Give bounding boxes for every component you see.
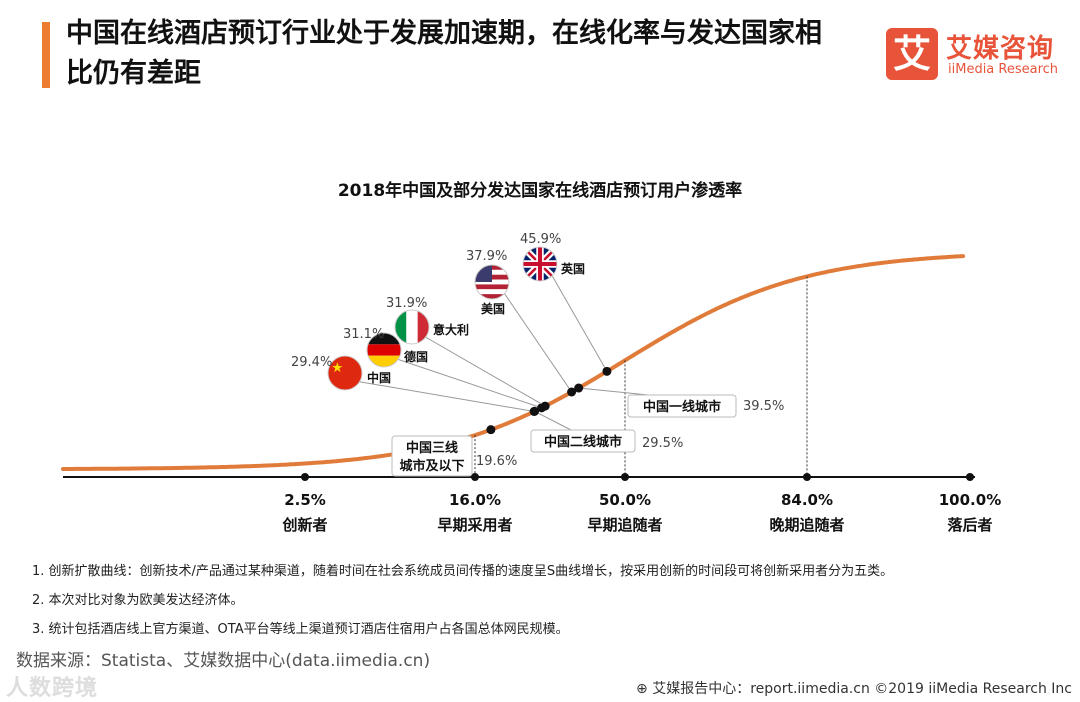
city-label-box (530, 429, 636, 453)
city-name-label: 中国一线城市 (643, 399, 721, 415)
country-name-label: 英国 (561, 261, 585, 276)
country-name-label: 意大利 (433, 322, 469, 337)
watermark-text: 人数跨境 (6, 676, 99, 701)
country-data-point (602, 366, 612, 376)
stage-tick-dot (966, 473, 974, 481)
stage-name-label: 创新者 (281, 516, 327, 534)
footnote-1: 1. 创新扩散曲线：创新技术/产品通过某种渠道，随着时间在社会系统成员间传播的速… (32, 564, 894, 579)
city-leader-line (534, 410, 572, 431)
country-value-label: 29.4% (291, 355, 332, 370)
stage-value-label: 16.0% (449, 491, 501, 509)
iimedia-logo: 艾 艾媒咨询 iiMedia Research (886, 28, 1076, 82)
city-leader-line (578, 387, 649, 396)
diffusion-s-curve (61, 254, 965, 471)
china-flag-icon: ★ (327, 355, 363, 391)
stage-name-label: 早期采用者 (437, 516, 512, 534)
svg-text:★: ★ (331, 360, 343, 376)
logo-en-text: iiMedia Research (948, 62, 1059, 77)
country-leader-line (393, 357, 542, 409)
city-data-point (574, 383, 584, 393)
uk-flag-icon (522, 246, 558, 282)
page-title: 中国在线酒店预订行业处于发展加速期，在线化率与发达国家相比仍有差距 (66, 18, 822, 89)
stage-tick-dot (803, 473, 811, 481)
stage-tick-dot (621, 473, 629, 481)
country-value-label: 37.9% (466, 249, 507, 264)
country-name-label: 中国 (367, 370, 391, 385)
chart-title: 2018年中国及部分发达国家在线酒店预订用户渗透率 (337, 181, 743, 201)
country-leader-line (354, 380, 535, 412)
city-label-box (391, 435, 473, 477)
country-value-label: 45.9% (520, 232, 561, 247)
stage-name-label: 落后者 (947, 516, 992, 534)
usa-flag-icon (474, 264, 510, 300)
stage-value-label: 2.5% (284, 491, 326, 509)
city-data-point (486, 425, 496, 435)
stage-value-label: 84.0% (781, 491, 833, 509)
footnote-2: 2. 本次对比对象为欧美发达经济体。 (32, 593, 244, 608)
footnotes: 1. 创新扩散曲线：创新技术/产品通过某种渠道，随着时间在社会系统成员间传播的速… (32, 562, 893, 649)
footer-credit: ⊕ 艾媒报告中心：report.iimedia.cn ©2019 iiMedia… (636, 678, 1072, 698)
logo-mark: 艾 (886, 28, 938, 80)
city-value-label: 29.5% (642, 436, 683, 451)
germany-flag-icon (366, 332, 402, 368)
title-accent-bar (42, 22, 50, 88)
country-value-label: 31.9% (386, 296, 427, 311)
stage-name-label: 晚期追随者 (769, 516, 844, 534)
city-name-label: 城市及以下 (399, 458, 464, 474)
stage-value-label: 100.0% (939, 491, 1001, 509)
city-data-point (530, 406, 540, 416)
country-leader-line (501, 289, 573, 393)
city-name-label: 中国二线城市 (544, 434, 622, 450)
footer-text: 艾媒报告中心：report.iimedia.cn ©2019 iiMedia R… (652, 681, 1072, 697)
data-source: 数据来源：Statista、艾媒数据中心(data.iimedia.cn) (16, 651, 431, 671)
globe-icon: ⊕ (636, 681, 653, 697)
stage-tick-dot (471, 473, 479, 481)
city-value-label: 19.6% (476, 454, 517, 469)
country-data-point (540, 401, 550, 411)
country-value-label: 31.1% (343, 327, 384, 342)
country-leader-line (549, 271, 608, 372)
logo-cn-text: 艾媒咨询 (946, 34, 1055, 64)
stage-value-label: 50.0% (599, 491, 651, 509)
city-label-box (627, 394, 737, 418)
italy-flag-icon (394, 309, 430, 345)
stage-name-label: 早期追随者 (587, 516, 662, 534)
country-name-label: 美国 (481, 301, 505, 316)
city-name-label: 中国三线 (406, 440, 458, 456)
stage-tick-dot (301, 473, 309, 481)
country-name-label: 德国 (404, 349, 428, 364)
country-data-point (567, 387, 577, 397)
city-value-label: 39.5% (743, 399, 784, 414)
footnote-3: 3. 统计包括酒店线上官方渠道、OTA平台等线上渠道预订酒店住宿用户占各国总体网… (32, 622, 569, 637)
country-leader-line (421, 334, 546, 407)
